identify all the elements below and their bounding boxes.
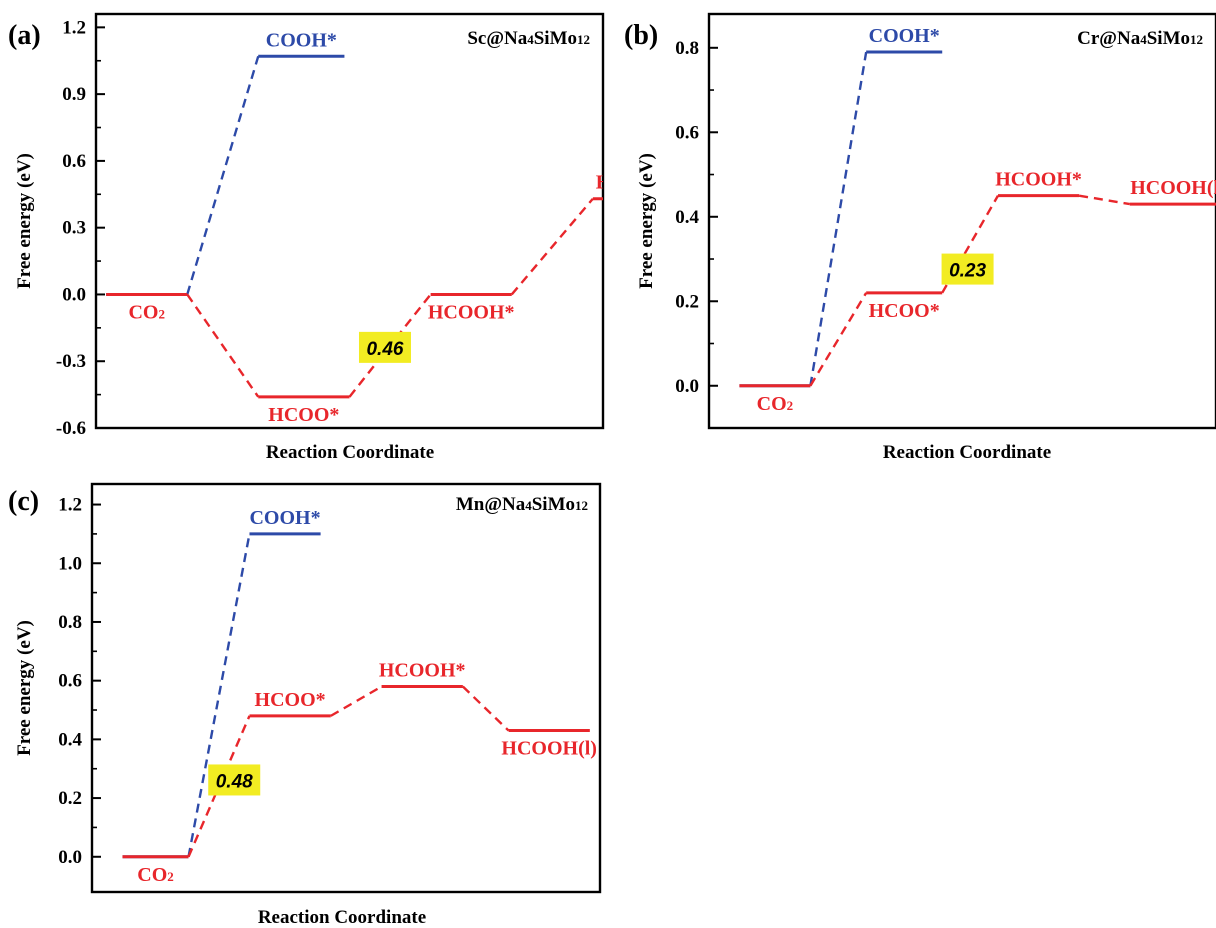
y-tick-label: 0.0 [58,847,82,868]
state-label: CO2 [137,864,174,886]
y-axis-title: Free energy (eV) [636,153,657,289]
y-tick-label: 0.3 [62,218,86,239]
panel-label: (a) [8,20,41,51]
barrier-value: 0.48 [216,771,253,792]
y-tick-label: 0.8 [675,38,699,59]
panel-b: 0.0 0.2 0.4 0.6 0.8 Free energy (eV) Reaction … [624,12,1216,463]
panel-a: -0.6 -0.3 0.0 0.3 0.6 0.9 1.2 Free energy (eV) R… [8,12,692,463]
x-axis-title: Reaction Coordinate [883,442,1051,463]
state-label: HCOOH* [428,301,515,323]
state-label: HCOOH(l) [596,172,692,194]
plot-area: COOH* CO2 HCOO* HCOOH* HCOOH(l) 0.46 [106,29,692,426]
y-tick-label: -0.6 [56,418,86,439]
x-axis-title: Reaction Coordinate [258,907,426,928]
y-tick-label: 0.0 [62,284,86,305]
state-label: CO2 [757,393,794,415]
pathway-connector-blue [809,51,868,386]
pathway-connector-red [1078,194,1131,206]
plot-area: COOH* CO2 HCOO* HCOOH* HCOOH(l) 0.48 [122,507,597,886]
barrier-highlight [358,331,411,363]
pathway-connector-red [462,685,510,732]
barrier-highlight [208,764,261,796]
plot-frame [90,482,602,894]
pathway-connector-red [330,685,383,717]
x-axis-title: Reaction Coordinate [266,442,434,463]
state-label: HCOOH(l) [1130,177,1216,199]
state-label: HCOO* [869,300,940,322]
plot-frame [94,12,605,430]
state-label: COOH* [266,29,337,51]
y-axis-title: Free energy (eV) [14,153,35,289]
state-label: HCOOH* [379,660,466,682]
state-label: CO2 [128,301,165,323]
system-title: Cr@Na4SiMo12 [1077,28,1203,49]
y-tick-label: 1.0 [58,553,82,574]
barrier-highlight [941,253,994,285]
pathway-connector-blue [186,55,260,295]
y-axis-title: Free energy (eV) [14,620,35,756]
state-label: HCOO* [268,404,339,426]
y-tick-label: 0.0 [675,376,699,397]
panel-label: (c) [8,486,39,517]
y-tick-label: 0.8 [58,612,82,633]
y-tick-label: 0.4 [58,729,82,750]
state-label: HCOOH* [995,169,1082,191]
system-title: Sc@Na4SiMo12 [467,28,590,49]
plot-area: COOH* CO2 HCOO* HCOOH* HCOOH(l) 0.23 [739,25,1216,415]
y-tick-label: 0.6 [62,151,86,172]
y-tick-label: 0.4 [675,207,699,228]
y-tick-label: 1.2 [58,495,82,516]
state-label: COOH* [249,507,320,529]
y-tick-label: 0.2 [675,291,699,312]
state-label: HCOOH(l) [501,738,597,760]
y-tick-label: 0.9 [62,84,86,105]
y-tick-label: 0.6 [675,122,699,143]
pathway-connector-red [510,197,594,296]
y-tick-label: 1.2 [62,17,86,38]
barrier-value: 0.46 [366,339,403,360]
system-title: Mn@Na4SiMo12 [456,494,588,515]
panel-c: 0.0 0.2 0.4 0.6 0.8 1.0 1.2 Free energy (eV) Rea… [8,482,602,928]
pathway-connector-blue [187,533,251,857]
state-label: HCOO* [255,689,326,711]
pathway-connector-red [809,292,868,387]
y-tick-label: -0.3 [56,351,86,372]
y-tick-label: 0.2 [58,788,82,809]
panel-label: (b) [624,20,658,51]
pathway-connector-red [186,293,260,398]
state-label: COOH* [869,25,940,47]
plot-frame [707,12,1216,430]
barrier-value: 0.23 [949,261,986,282]
y-tick-label: 0.6 [58,671,82,692]
